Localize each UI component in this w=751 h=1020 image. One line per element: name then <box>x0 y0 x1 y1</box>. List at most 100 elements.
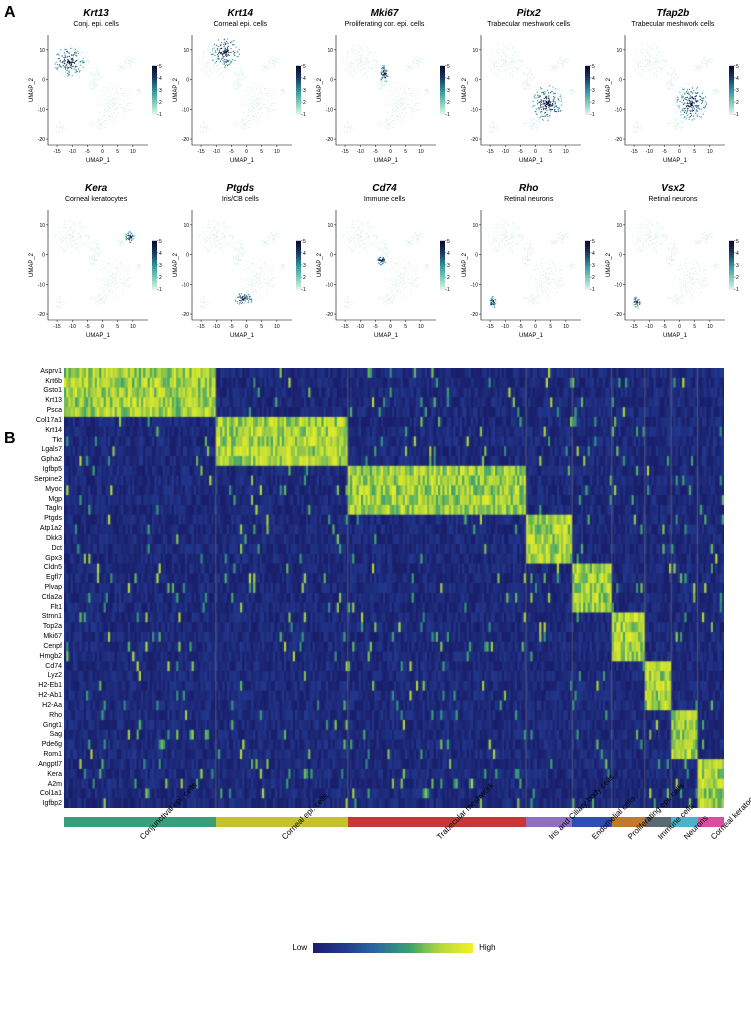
gene-label: Col1a1 <box>26 790 62 797</box>
gene-name: Krt14 <box>228 8 254 19</box>
svg-text:-15: -15 <box>53 149 60 155</box>
panel-b-label: B <box>4 430 16 448</box>
gene-name: Kera <box>85 183 107 194</box>
svg-text:-20: -20 <box>182 137 189 143</box>
svg-text:2: 2 <box>159 100 162 106</box>
svg-text:UMAP_1: UMAP_1 <box>374 158 399 164</box>
gene-label: Pde6g <box>26 741 62 748</box>
svg-text:UMAP_2: UMAP_2 <box>29 77 35 102</box>
gene-label: H2-Eb1 <box>26 682 62 689</box>
gene-label: Gngt1 <box>26 722 62 729</box>
svg-text:-5: -5 <box>518 149 523 155</box>
gene-label: Egfl7 <box>26 574 62 581</box>
svg-text:10: 10 <box>707 149 713 155</box>
umap-plot: Krt14Corneal epi. cells-15-10-50510-20-1… <box>170 8 310 179</box>
gene-label: Hmgb2 <box>26 653 62 660</box>
cluster-color-segment <box>348 817 526 827</box>
figure: A Krt13Conj. epi. cells-15-10-50510-20-1… <box>0 0 751 973</box>
svg-text:10: 10 <box>328 48 334 54</box>
umap-svg: -15-10-50510-20-10010UMAP_1UMAP_212345 <box>459 29 595 179</box>
svg-text:-5: -5 <box>662 149 667 155</box>
svg-text:-10: -10 <box>38 107 45 113</box>
svg-text:5: 5 <box>260 149 263 155</box>
umap-svg: -15-10-50510-20-10010UMAP_1UMAP_212345 <box>603 29 739 179</box>
umap-title: PtgdsIris/CB cells <box>170 183 310 204</box>
umap-title: Pitx2Trabecular meshwork cells <box>459 8 599 29</box>
svg-text:5: 5 <box>303 64 306 70</box>
gradient-legend: Low High <box>64 943 724 953</box>
umap-title: Kera Corneal keratocytes <box>26 183 166 204</box>
umap-plot: Vsx2Retinal neurons-15-10-50510-20-10010… <box>603 183 743 354</box>
gene-label: Igfbp2 <box>26 800 62 807</box>
celltype-subtitle: Corneal keratocytes <box>65 196 127 203</box>
svg-text:0: 0 <box>619 77 622 83</box>
gene-label: Atp1a2 <box>26 525 62 532</box>
umap-svg: -15-10-50510-20-10010UMAP_1UMAP_212345 <box>459 204 595 354</box>
gene-label: H2-Ab1 <box>26 692 62 699</box>
umap-grid: Krt13Conj. epi. cells-15-10-50510-20-100… <box>26 8 743 354</box>
svg-text:1: 1 <box>447 112 450 118</box>
gene-label: Cd74 <box>26 663 62 670</box>
svg-text:10: 10 <box>274 149 280 155</box>
svg-text:5: 5 <box>549 149 552 155</box>
gene-label: Igfbp5 <box>26 466 62 473</box>
svg-text:2: 2 <box>592 100 595 106</box>
umap-svg: -15-10-50510-20-10010UMAP_1UMAP_212345 <box>170 204 306 354</box>
svg-text:4: 4 <box>159 76 162 82</box>
gene-label: Lyz2 <box>26 672 62 679</box>
umap-svg: -15-10-50510-20-10010UMAP_1UMAP_212345 <box>314 29 450 179</box>
svg-text:-5: -5 <box>85 149 90 155</box>
svg-text:10: 10 <box>616 48 622 54</box>
gene-label: Rho <box>26 712 62 719</box>
svg-text:1: 1 <box>592 112 595 118</box>
celltype-subtitle: Trabecular meshwork cells <box>487 21 570 28</box>
svg-text:-20: -20 <box>470 137 477 143</box>
svg-text:-10: -10 <box>69 149 76 155</box>
celltype-subtitle: Corneal epi. cells <box>213 21 267 28</box>
svg-text:0: 0 <box>186 77 189 83</box>
panel-a-label: A <box>4 4 16 22</box>
svg-text:-5: -5 <box>374 149 379 155</box>
gene-label: Asprv1 <box>26 368 62 375</box>
gene-label: Lgals7 <box>26 446 62 453</box>
gene-label: Myoc <box>26 486 62 493</box>
svg-text:-15: -15 <box>630 149 637 155</box>
gene-label: Psca <box>26 407 62 414</box>
umap-svg: -15-10-50510-20-10010UMAP_1UMAP_212345 <box>603 204 739 354</box>
celltype-subtitle: Immune cells <box>364 196 405 203</box>
svg-text:-10: -10 <box>326 107 333 113</box>
svg-text:2: 2 <box>303 100 306 106</box>
svg-text:-15: -15 <box>486 149 493 155</box>
svg-text:10: 10 <box>472 48 478 54</box>
svg-text:5: 5 <box>447 64 450 70</box>
svg-text:5: 5 <box>159 64 162 70</box>
svg-text:UMAP_1: UMAP_1 <box>86 158 111 164</box>
svg-text:0: 0 <box>42 77 45 83</box>
svg-text:1: 1 <box>159 112 162 118</box>
umap-svg: -15-10-50510-20-10010UMAP_1UMAP_212345 <box>26 204 162 354</box>
gene-label: Ptgds <box>26 515 62 522</box>
svg-text:-10: -10 <box>615 107 622 113</box>
gene-name: Cd74 <box>372 183 396 194</box>
svg-text:10: 10 <box>418 149 424 155</box>
svg-text:4: 4 <box>447 76 450 82</box>
gene-label: Mgp <box>26 496 62 503</box>
umap-svg: -15-10-50510-20-10010UMAP_1UMAP_212345 <box>170 29 306 179</box>
svg-text:-10: -10 <box>182 107 189 113</box>
umap-title: Cd74 Immune cells <box>314 183 454 204</box>
gene-label: Cenpf <box>26 643 62 650</box>
gradient-bar <box>313 943 473 953</box>
gene-label: Gsto1 <box>26 387 62 394</box>
gene-label: H2-Aa <box>26 702 62 709</box>
gene-name: Krt13 <box>83 8 109 19</box>
celltype-subtitle: Retinal neurons <box>504 196 553 203</box>
svg-text:UMAP_1: UMAP_1 <box>519 158 544 164</box>
svg-text:0: 0 <box>534 149 537 155</box>
svg-text:1: 1 <box>303 112 306 118</box>
umap-title: RhoRetinal neurons <box>459 183 599 204</box>
umap-svg: -15-10-50510-20-10010UMAP_1UMAP_212345 <box>26 29 162 179</box>
svg-text:3: 3 <box>303 88 306 94</box>
gene-label: Stmn1 <box>26 613 62 620</box>
svg-text:0: 0 <box>390 149 393 155</box>
svg-text:0: 0 <box>678 149 681 155</box>
